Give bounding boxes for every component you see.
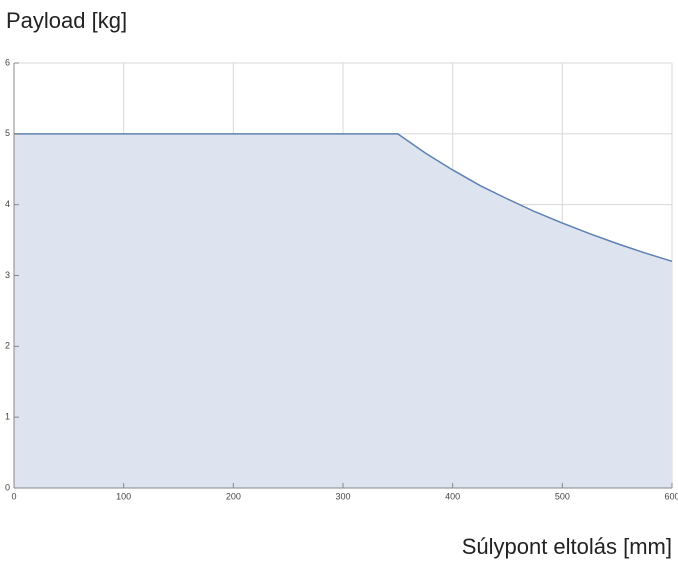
x-axis-label: Súlypont eltolás [mm] [462, 534, 672, 559]
y-tick-label: 3 [5, 270, 10, 280]
y-tick-label: 5 [5, 128, 10, 138]
x-tick-label: 200 [226, 491, 241, 501]
x-tick-label: 100 [116, 491, 131, 501]
y-tick-label: 2 [5, 341, 10, 351]
y-tick-label: 6 [5, 57, 10, 67]
y-tick-label: 1 [5, 412, 10, 422]
x-tick-label: 300 [335, 491, 350, 501]
x-tick-label: 500 [555, 491, 570, 501]
area [14, 133, 672, 489]
x-tick-label: 0 [11, 491, 16, 501]
line [14, 133, 673, 263]
y-tick-label: 0 [5, 482, 10, 492]
x-tick-label: 600 [664, 491, 678, 501]
y-tick-label: 4 [5, 199, 10, 209]
y-axis-label: Payload [kg] [6, 8, 127, 33]
x-tick-label: 400 [445, 491, 460, 501]
